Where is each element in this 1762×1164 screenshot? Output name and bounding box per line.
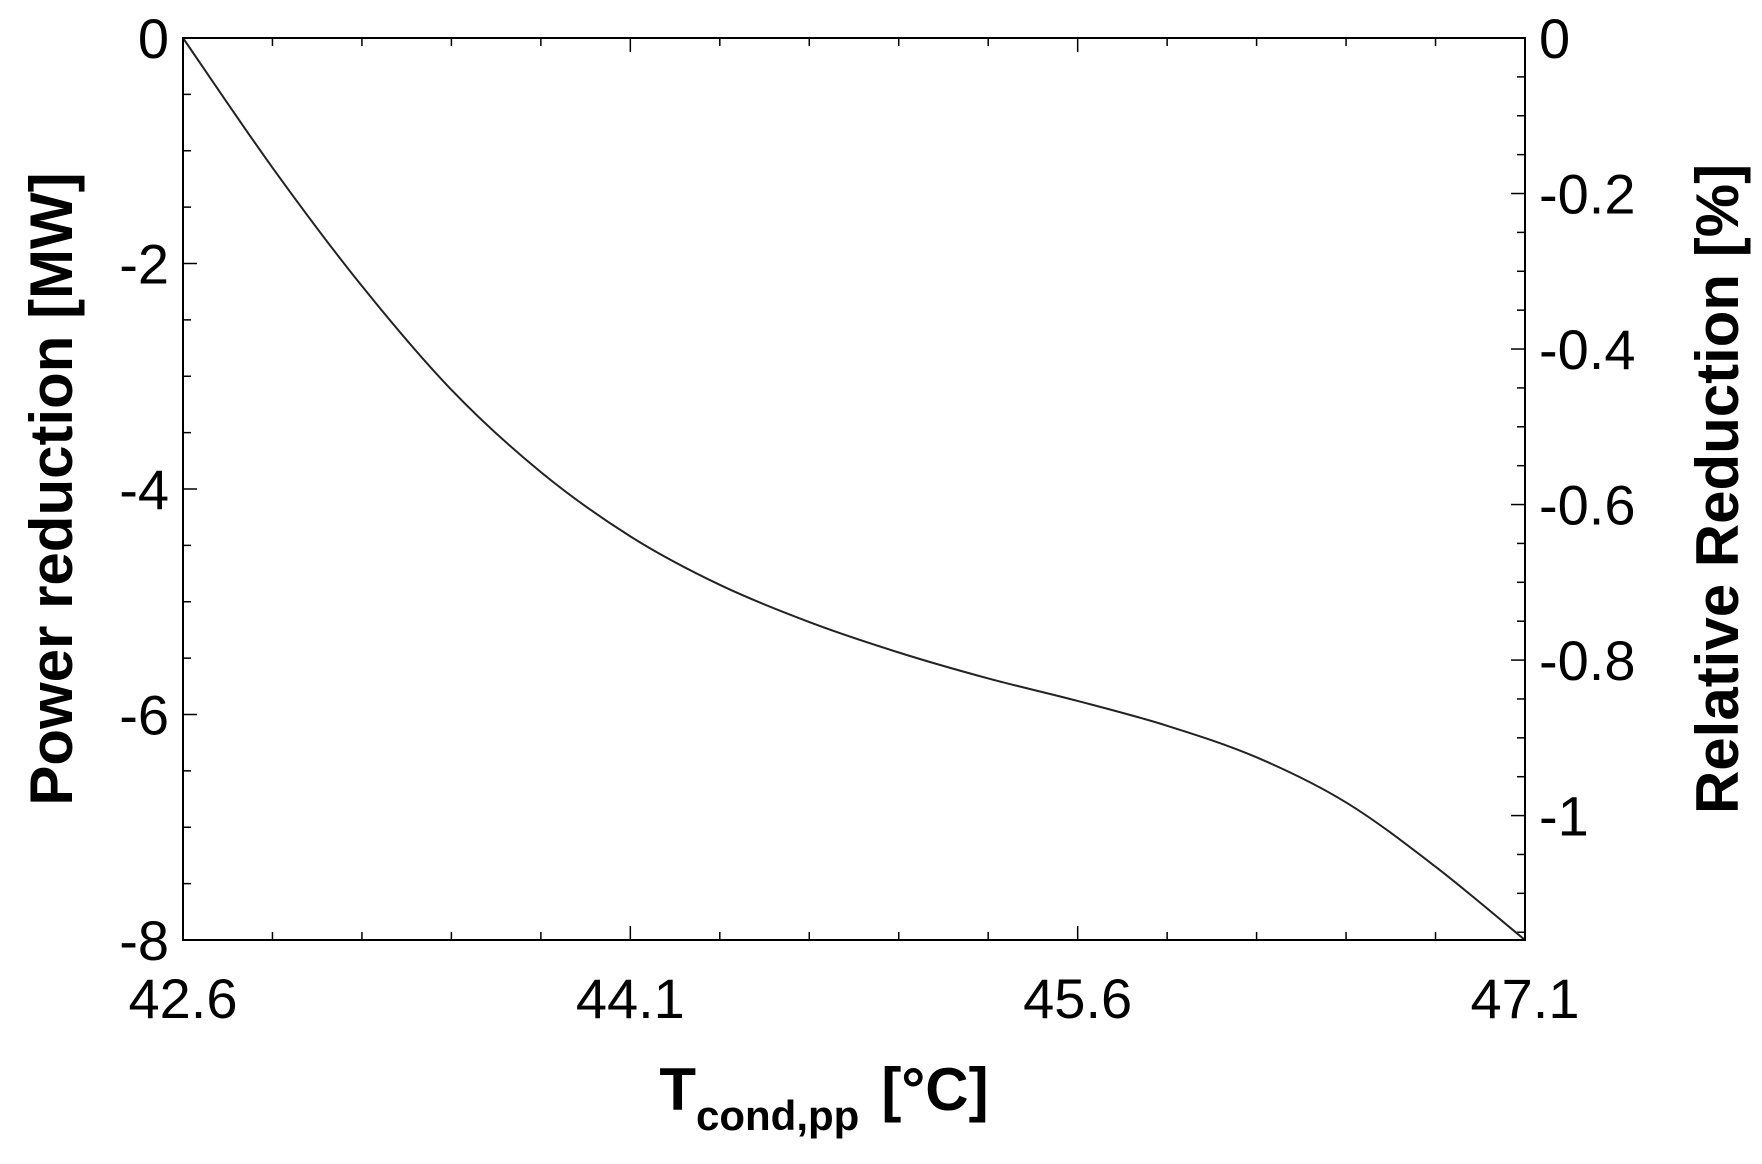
series-line <box>182 37 1526 941</box>
x-axis-title-main: T <box>659 1056 696 1123</box>
x-tick-label: 45.6 <box>1023 967 1132 1030</box>
x-tick-label: 44.1 <box>576 967 685 1030</box>
x-tick-label: 42.6 <box>129 967 238 1030</box>
y-axis-right-title: Relative Reduction [%] <box>1684 164 1751 814</box>
tick-labels: 42.6 44.1 45.6 47.1 0 -2 -4 -6 -8 0 -0.2 -0.4 -0.6 -0… <box>119 7 1635 1030</box>
y-right-tick-label: 0 <box>1539 7 1570 70</box>
x-axis-title-subscript: cond,pp <box>696 1092 859 1139</box>
y-right-tick-label: -0.6 <box>1539 474 1636 537</box>
y-left-tick-label: 0 <box>138 7 169 70</box>
y-axis-left-title: Power reduction [MW] <box>18 172 85 805</box>
axis-ticks <box>182 37 1526 941</box>
x-tick-label: 47.1 <box>1471 967 1580 1030</box>
y-left-tick-label: -8 <box>119 909 169 972</box>
series-layer <box>182 37 1526 941</box>
y-left-tick-label: -4 <box>119 458 169 521</box>
y-left-tick-label: -2 <box>119 233 169 296</box>
x-axis-title-unit: [°C] <box>881 1056 988 1123</box>
y-left-tick-label: -6 <box>119 684 169 747</box>
plot-frame <box>182 37 1526 941</box>
y-right-tick-label: -0.8 <box>1539 629 1636 692</box>
y-right-tick-label: -1 <box>1539 785 1589 848</box>
x-axis-title: Tcond,pp [°C] <box>659 1056 988 1139</box>
y-right-tick-label: -0.2 <box>1539 163 1636 226</box>
y-right-tick-label: -0.4 <box>1539 318 1636 381</box>
